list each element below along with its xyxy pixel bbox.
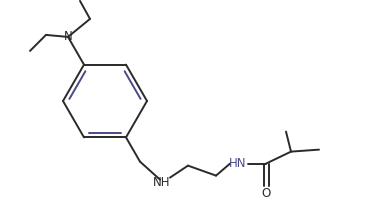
Text: O: O bbox=[261, 187, 270, 200]
Text: NH: NH bbox=[153, 176, 171, 189]
Text: HN: HN bbox=[229, 157, 247, 170]
Text: N: N bbox=[64, 30, 72, 43]
